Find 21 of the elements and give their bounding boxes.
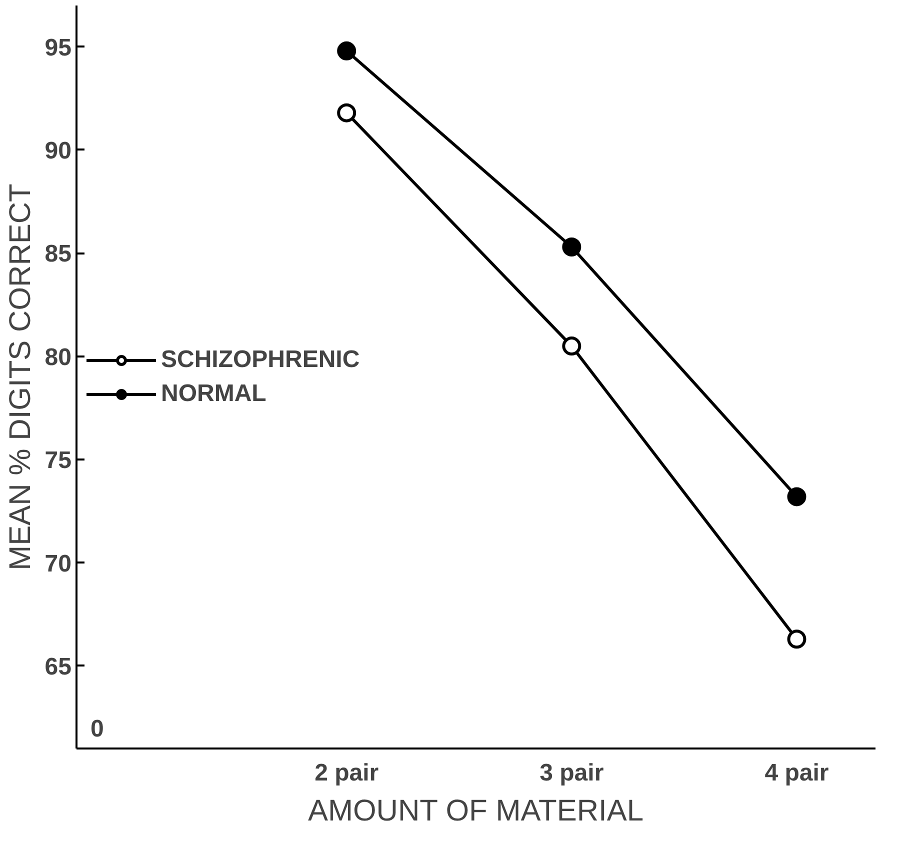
x-tick-label: 3 pair: [540, 760, 604, 786]
point: [787, 487, 806, 506]
point: [787, 630, 806, 649]
y-tick-label: 85: [44, 240, 72, 268]
y-tick-label: 95: [44, 34, 72, 62]
point: [337, 41, 356, 60]
y-tick-label: 90: [44, 137, 72, 164]
x-axis-title: AMOUNT OF MATERIAL: [308, 794, 644, 828]
y-tick-label: 65: [44, 653, 72, 680]
legend-label: SCHIZOPHRENIC: [161, 346, 360, 374]
y-tick-label: 70: [44, 550, 72, 578]
point: [562, 336, 582, 356]
y-tick-label: 75: [44, 447, 72, 474]
x-tick-label: 4 pair: [764, 760, 829, 786]
x-tick-label: 2 pair: [314, 760, 379, 786]
y-tick-label: 80: [44, 344, 72, 371]
point: [562, 237, 582, 256]
y-axis-title: MEAN % DIGITS CORRECT: [4, 184, 37, 570]
point: [337, 103, 356, 122]
annotation: 0: [90, 715, 104, 742]
legend-label: NORMAL: [161, 380, 266, 408]
